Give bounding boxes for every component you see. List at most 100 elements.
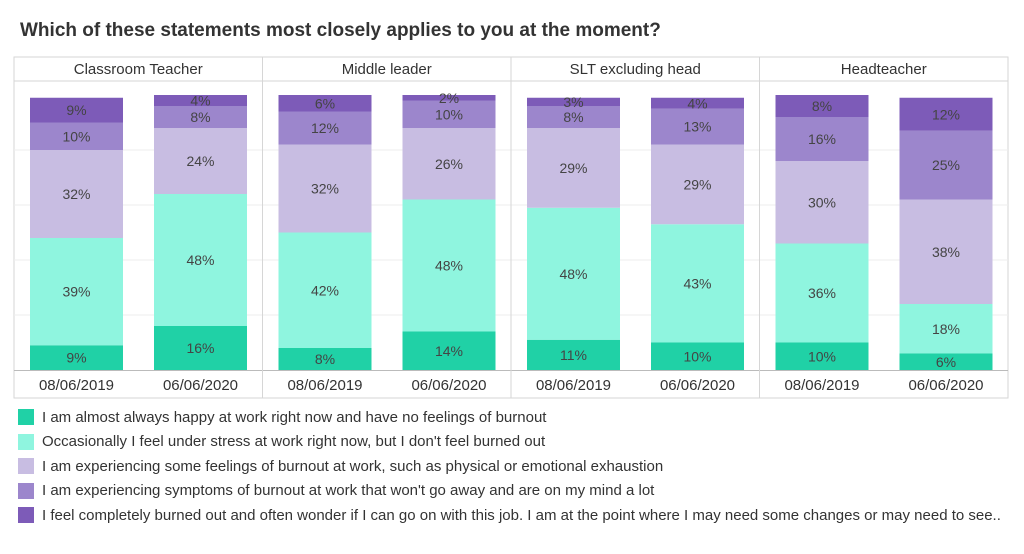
data-label: 29% bbox=[683, 176, 711, 192]
bar-segment bbox=[899, 304, 993, 354]
data-label: 39% bbox=[62, 284, 90, 300]
bar-segment bbox=[775, 243, 869, 343]
legend-item[interactable]: Occasionally I feel under stress at work… bbox=[18, 430, 1001, 455]
data-label: 6% bbox=[315, 95, 335, 111]
data-label: 29% bbox=[559, 160, 587, 176]
data-label: 8% bbox=[315, 351, 335, 367]
bar-segment bbox=[30, 122, 123, 150]
x-tick-label: 06/06/2020 bbox=[163, 377, 238, 394]
data-label: 10% bbox=[683, 348, 711, 364]
data-label: 4% bbox=[190, 93, 210, 109]
legend-swatch bbox=[18, 458, 34, 475]
bar-segment bbox=[651, 224, 744, 343]
bar-segment bbox=[154, 194, 247, 326]
data-label: 42% bbox=[311, 282, 339, 298]
data-label: 30% bbox=[808, 194, 836, 210]
data-label: 6% bbox=[936, 354, 956, 370]
data-label: 38% bbox=[932, 244, 960, 260]
data-label: 48% bbox=[435, 258, 463, 274]
bar-segment bbox=[402, 95, 496, 101]
bar-segment bbox=[154, 128, 247, 194]
bar-segment bbox=[402, 128, 496, 200]
bar-segment bbox=[527, 106, 620, 128]
data-label: 43% bbox=[683, 275, 711, 291]
panel-header: Classroom Teacher bbox=[74, 61, 203, 78]
legend-item[interactable]: I am experiencing symptoms of burnout at… bbox=[18, 479, 1001, 504]
data-label: 3% bbox=[563, 94, 583, 110]
legend-label: I feel completely burned out and often w… bbox=[42, 506, 1001, 524]
panel-header: Headteacher bbox=[841, 61, 927, 78]
data-label: 14% bbox=[435, 343, 463, 359]
legend: I am almost always happy at work right n… bbox=[18, 405, 1001, 528]
data-label: 8% bbox=[190, 109, 210, 125]
data-label: 9% bbox=[66, 102, 86, 118]
legend-label: Occasionally I feel under stress at work… bbox=[42, 433, 546, 451]
legend-label: I am almost always happy at work right n… bbox=[42, 408, 547, 426]
bar-segment bbox=[402, 100, 496, 128]
bar-segment bbox=[278, 111, 372, 145]
x-tick-label: 06/06/2020 bbox=[908, 377, 983, 394]
bar-segment bbox=[527, 339, 620, 370]
bar-segment bbox=[775, 117, 869, 161]
x-tick-label: 08/06/2019 bbox=[287, 377, 362, 394]
bar-segment bbox=[30, 345, 123, 370]
bar-segment bbox=[775, 161, 869, 244]
legend-item[interactable]: I feel completely burned out and often w… bbox=[18, 503, 1001, 528]
bar-segment bbox=[651, 144, 744, 225]
data-label: 8% bbox=[563, 109, 583, 125]
bar-segment bbox=[775, 342, 869, 370]
data-label: 36% bbox=[808, 285, 836, 301]
panel-header: SLT excluding head bbox=[570, 61, 701, 78]
bar-segment bbox=[527, 207, 620, 340]
x-tick-label: 08/06/2019 bbox=[39, 377, 114, 394]
bar-segment bbox=[651, 342, 744, 370]
bar-segment bbox=[899, 97, 993, 131]
chart-title: Which of these statements most closely a… bbox=[20, 20, 661, 41]
stacked-bar-chart: Classroom Teacher 9% 39% 32% 10% 9% 08/06/2019… bbox=[13, 56, 1009, 399]
bar-segment bbox=[899, 199, 993, 304]
legend-label: I am experiencing some feelings of burno… bbox=[42, 457, 664, 475]
data-label: 24% bbox=[186, 153, 214, 169]
data-label: 10% bbox=[435, 106, 463, 122]
legend-swatch bbox=[18, 482, 34, 499]
data-label: 12% bbox=[932, 106, 960, 122]
data-label: 32% bbox=[62, 186, 90, 202]
data-label: 16% bbox=[186, 340, 214, 356]
data-label: 10% bbox=[62, 128, 90, 144]
bar-segment bbox=[154, 106, 247, 128]
data-label: 9% bbox=[66, 350, 86, 366]
data-label: 26% bbox=[435, 156, 463, 172]
bar-segment bbox=[899, 353, 993, 370]
bar-segment bbox=[30, 150, 123, 238]
data-label: 48% bbox=[186, 252, 214, 268]
bar-segment bbox=[651, 97, 744, 109]
data-label: 18% bbox=[932, 321, 960, 337]
bar-segment bbox=[402, 331, 496, 370]
bar-segment bbox=[30, 238, 123, 346]
data-label: 2% bbox=[439, 90, 459, 106]
bar-segment bbox=[154, 326, 247, 370]
x-tick-label: 08/06/2019 bbox=[784, 377, 859, 394]
bar-segment bbox=[278, 144, 372, 233]
bar-segment bbox=[278, 232, 372, 348]
bar-segment bbox=[527, 97, 620, 106]
legend-swatch bbox=[18, 409, 34, 426]
bar-segment bbox=[402, 199, 496, 332]
legend-label: I am experiencing symptoms of burnout at… bbox=[42, 482, 655, 500]
x-tick-label: 06/06/2020 bbox=[660, 377, 735, 394]
bar-segment bbox=[775, 95, 869, 117]
legend-item[interactable]: I am almost always happy at work right n… bbox=[18, 405, 1001, 430]
bar-segment bbox=[278, 95, 372, 112]
legend-swatch bbox=[18, 507, 34, 524]
data-label: 32% bbox=[311, 181, 339, 197]
data-label: 10% bbox=[808, 348, 836, 364]
bar-segment bbox=[527, 128, 620, 208]
x-tick-label: 06/06/2020 bbox=[411, 377, 486, 394]
data-label: 13% bbox=[683, 119, 711, 135]
panel-header: Middle leader bbox=[342, 61, 432, 78]
data-label: 8% bbox=[812, 98, 832, 114]
bar-segment bbox=[30, 97, 123, 123]
bar-segment bbox=[651, 108, 744, 145]
legend-item[interactable]: I am experiencing some feelings of burno… bbox=[18, 454, 1001, 479]
legend-swatch bbox=[18, 433, 34, 450]
